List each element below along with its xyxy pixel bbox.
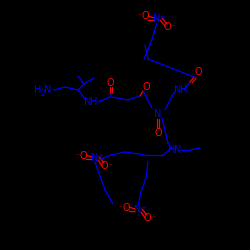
- Text: N: N: [154, 109, 162, 119]
- Text: O: O: [141, 11, 149, 21]
- Text: O: O: [154, 128, 162, 138]
- Text: N: N: [174, 85, 182, 95]
- Text: N: N: [84, 97, 92, 107]
- Text: O: O: [106, 78, 114, 88]
- Text: O: O: [79, 151, 87, 161]
- Text: O: O: [163, 22, 171, 32]
- Text: +: +: [140, 205, 146, 211]
- Text: ⁻: ⁻: [118, 204, 122, 212]
- Text: H: H: [180, 85, 188, 95]
- Text: N: N: [174, 145, 182, 155]
- Text: +: +: [159, 14, 165, 20]
- Text: O: O: [143, 213, 151, 223]
- Text: ⁻: ⁻: [151, 214, 155, 222]
- Text: N: N: [153, 14, 161, 24]
- Text: +: +: [97, 153, 103, 159]
- Text: H: H: [168, 145, 176, 155]
- Text: ⁻: ⁻: [108, 162, 112, 170]
- Text: O: O: [142, 82, 150, 92]
- Text: ⁻: ⁻: [137, 12, 141, 20]
- Text: 2: 2: [40, 88, 46, 98]
- Text: ⁻: ⁻: [75, 152, 79, 160]
- Text: N: N: [91, 153, 99, 163]
- Text: N: N: [134, 205, 142, 215]
- Text: ⁻: ⁻: [171, 22, 175, 32]
- Text: H: H: [34, 85, 42, 95]
- Text: O: O: [100, 161, 108, 171]
- Text: N: N: [44, 85, 52, 95]
- Text: H: H: [90, 97, 98, 107]
- Text: O: O: [194, 67, 202, 77]
- Text: O: O: [122, 203, 130, 213]
